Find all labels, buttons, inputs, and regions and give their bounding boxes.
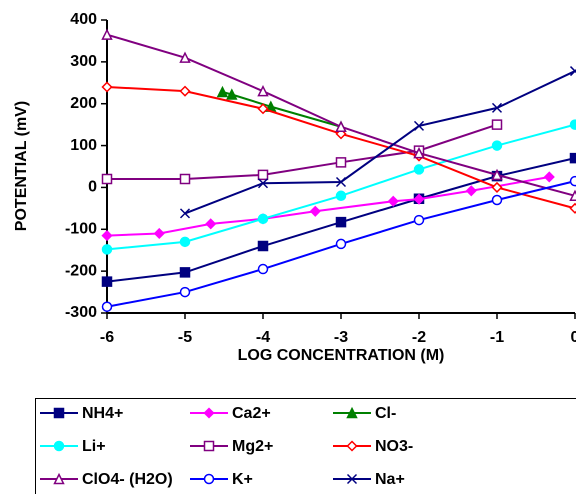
data-point [569, 175, 576, 187]
legend-box [35, 398, 576, 494]
data-point [205, 218, 217, 230]
data-point [491, 181, 503, 193]
legend-label: Li+ [82, 438, 106, 455]
data-point [491, 119, 503, 130]
data-point [335, 238, 347, 250]
y-axis-label: POTENTIAL (mV) [13, 101, 30, 231]
data-point [226, 88, 238, 100]
legend-label: Mg2+ [232, 438, 273, 455]
data-point [179, 286, 191, 298]
legend-marker [53, 440, 65, 452]
data-point [101, 173, 113, 185]
y-tick-label: -200 [65, 262, 97, 279]
data-point [216, 85, 229, 98]
data-point [387, 195, 399, 207]
data-point [101, 81, 113, 93]
x-tick-label: -6 [100, 329, 114, 346]
data-point [569, 202, 576, 214]
data-point [179, 173, 191, 185]
legend-marker [346, 440, 358, 452]
legend-label: Cl- [375, 405, 396, 422]
legend-label: NH4+ [82, 405, 123, 422]
data-point [543, 171, 555, 183]
data-point [257, 178, 269, 189]
y-tick-label: 100 [70, 137, 97, 154]
data-point [413, 214, 425, 226]
legend-marker [203, 407, 215, 419]
y-tick-label: 400 [70, 11, 97, 28]
data-point [179, 236, 191, 248]
data-point [335, 190, 347, 202]
data-point [257, 169, 269, 181]
y-tick-label: 200 [70, 95, 97, 112]
data-point [153, 227, 165, 240]
series-line [184, 70, 576, 215]
legend-marker [53, 407, 65, 419]
x-tick-label: -5 [178, 329, 192, 346]
series-line [222, 91, 342, 128]
y-tick-label: 300 [70, 53, 97, 70]
y-tick-label: 0 [88, 179, 97, 196]
data-point [569, 189, 576, 202]
data-point [335, 120, 347, 132]
data-point [101, 301, 113, 312]
data-point [179, 51, 191, 63]
data-point [465, 185, 477, 197]
x-tick-label: 0 [571, 329, 576, 346]
data-point [569, 66, 576, 77]
data-point [413, 164, 425, 175]
x-tick-label: -3 [334, 329, 348, 346]
data-point [335, 128, 347, 140]
data-point [179, 85, 191, 97]
data-point [491, 168, 503, 181]
data-point [413, 193, 425, 205]
legend-marker [53, 472, 65, 485]
data-point [491, 102, 503, 113]
data-point [491, 140, 503, 151]
data-point [335, 216, 347, 228]
data-point [413, 120, 425, 131]
legend-marker [203, 473, 215, 485]
x-tick-label: -4 [256, 329, 270, 346]
data-point [101, 244, 113, 255]
legend-label: K+ [232, 471, 253, 488]
data-point [257, 84, 269, 97]
legend-label: Ca2+ [232, 405, 271, 422]
series-line [106, 33, 576, 197]
legend-marker [346, 473, 358, 485]
x-axis-label: LOG CONCENTRATION (M) [238, 347, 445, 364]
x-tick-label: -2 [412, 329, 426, 346]
data-point [335, 176, 347, 188]
data-point [569, 119, 576, 130]
data-point [257, 263, 269, 275]
data-point [257, 240, 269, 252]
series-line [107, 123, 498, 181]
y-tick-label: -100 [65, 221, 97, 238]
data-point [309, 205, 321, 217]
data-point [257, 213, 269, 225]
legend-marker [346, 406, 358, 419]
data-point [179, 267, 191, 278]
data-point [491, 194, 503, 206]
legend-label: NO3- [375, 438, 413, 455]
data-point [413, 146, 425, 159]
legend-label: ClO4- (H2O) [82, 471, 173, 488]
data-point [101, 28, 113, 40]
data-point [179, 208, 191, 219]
y-tick-label: -300 [65, 304, 97, 321]
legend-label: Na+ [375, 471, 405, 488]
data-point [101, 230, 113, 242]
data-point [257, 103, 269, 115]
legend-marker [203, 440, 215, 452]
data-point [101, 276, 113, 287]
data-point [569, 152, 576, 164]
x-tick-label: -1 [490, 329, 504, 346]
data-point [335, 157, 347, 168]
